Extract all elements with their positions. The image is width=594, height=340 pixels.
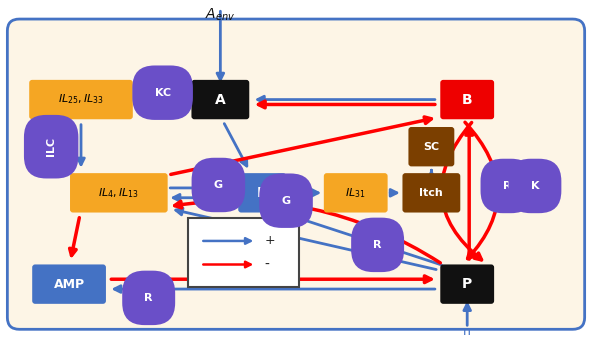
Text: $IL_{31}$: $IL_{31}$ <box>345 186 366 200</box>
Text: G: G <box>282 196 290 206</box>
Text: -: - <box>264 257 269 272</box>
FancyBboxPatch shape <box>192 81 248 118</box>
Text: $IL_4,IL_{13}$: $IL_4,IL_{13}$ <box>98 186 140 200</box>
Text: $A_{env}$: $A_{env}$ <box>206 7 235 23</box>
Text: G: G <box>214 180 223 190</box>
Text: B: B <box>462 92 472 106</box>
Text: Itch: Itch <box>419 188 443 198</box>
Text: SC: SC <box>424 142 440 152</box>
Text: +: + <box>264 235 275 248</box>
Text: R: R <box>144 293 153 303</box>
Text: P: P <box>462 277 472 291</box>
FancyBboxPatch shape <box>409 128 453 165</box>
Text: ILC: ILC <box>46 137 56 156</box>
FancyBboxPatch shape <box>441 266 493 303</box>
FancyBboxPatch shape <box>188 218 299 287</box>
Text: R: R <box>374 240 382 250</box>
FancyBboxPatch shape <box>71 174 166 211</box>
Text: $IL_{25},IL_{33}$: $IL_{25},IL_{33}$ <box>58 93 104 106</box>
Text: D: D <box>257 186 268 200</box>
Text: A: A <box>215 92 226 106</box>
FancyBboxPatch shape <box>7 19 584 329</box>
FancyBboxPatch shape <box>441 81 493 118</box>
Text: K: K <box>530 181 539 191</box>
Text: AMP: AMP <box>53 278 84 291</box>
FancyBboxPatch shape <box>30 81 132 118</box>
FancyBboxPatch shape <box>403 174 459 211</box>
Text: R: R <box>503 181 511 191</box>
Text: n: n <box>463 325 471 338</box>
FancyBboxPatch shape <box>239 174 285 211</box>
FancyBboxPatch shape <box>33 266 105 303</box>
FancyBboxPatch shape <box>325 174 387 211</box>
Text: KC: KC <box>154 88 170 98</box>
